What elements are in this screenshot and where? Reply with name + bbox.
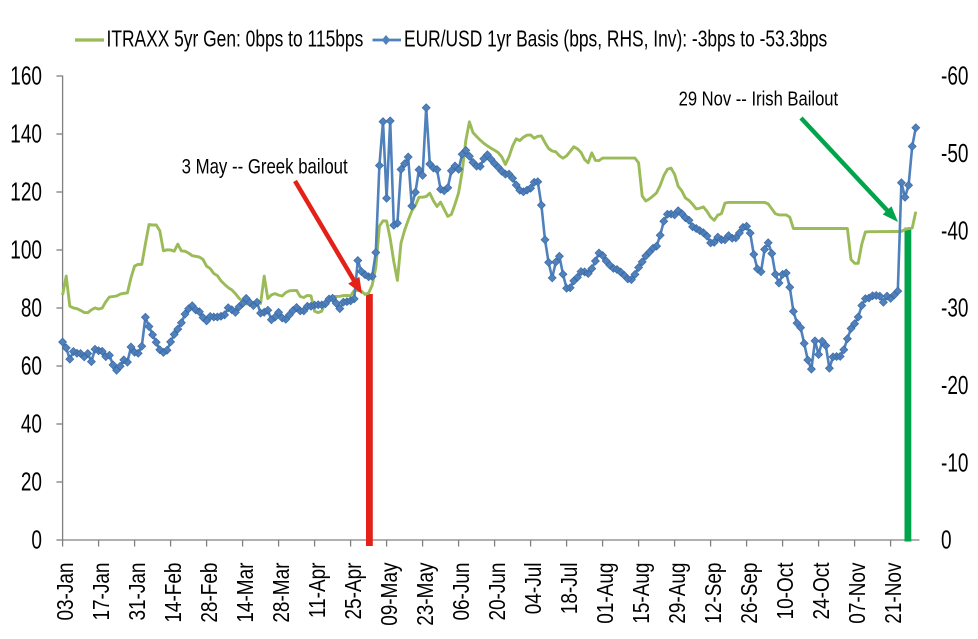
svg-text:12-Sep: 12-Sep: [701, 563, 726, 624]
svg-text:03-Jan: 03-Jan: [53, 563, 78, 621]
svg-text:20-Jun: 20-Jun: [485, 563, 510, 621]
svg-text:-10: -10: [941, 449, 968, 477]
svg-text:21-Nov: 21-Nov: [881, 562, 906, 624]
svg-text:ITRAXX 5yr Gen: 0bps to 115bps: ITRAXX 5yr Gen: 0bps to 115bps: [107, 26, 364, 52]
svg-text:120: 120: [10, 178, 42, 206]
svg-text:160: 160: [10, 62, 42, 90]
svg-text:-40: -40: [941, 217, 968, 245]
svg-text:140: 140: [10, 120, 42, 148]
svg-text:06-Jun: 06-Jun: [449, 563, 474, 621]
svg-text:28-Feb: 28-Feb: [197, 563, 222, 623]
svg-text:0: 0: [941, 526, 952, 554]
svg-text:20: 20: [21, 468, 42, 496]
svg-text:24-Oct: 24-Oct: [809, 562, 834, 619]
svg-text:04-Jul: 04-Jul: [521, 563, 546, 615]
svg-text:80: 80: [21, 294, 42, 322]
svg-text:100: 100: [10, 236, 42, 264]
svg-text:EUR/USD 1yr Basis (bps, RHS, I: EUR/USD 1yr Basis (bps, RHS, Inv): -3bps…: [404, 26, 827, 52]
svg-text:14-Mar: 14-Mar: [233, 562, 258, 622]
svg-text:23-May: 23-May: [413, 562, 438, 626]
svg-text:40: 40: [21, 410, 42, 438]
svg-text:60: 60: [21, 352, 42, 380]
svg-text:11-Apr: 11-Apr: [305, 562, 330, 618]
svg-text:07-Nov: 07-Nov: [845, 562, 870, 624]
svg-text:29 Nov -- Irish Bailout: 29 Nov -- Irish Bailout: [679, 87, 839, 110]
svg-text:18-Jul: 18-Jul: [557, 563, 582, 615]
svg-text:-20: -20: [941, 371, 968, 399]
svg-text:0: 0: [31, 526, 42, 554]
svg-text:-50: -50: [941, 139, 968, 167]
svg-text:17-Jan: 17-Jan: [89, 563, 114, 621]
svg-text:3 May -- Greek bailout: 3 May -- Greek bailout: [182, 156, 349, 179]
svg-text:-60: -60: [941, 62, 968, 90]
svg-text:10-Oct: 10-Oct: [773, 562, 798, 619]
svg-text:14-Feb: 14-Feb: [161, 563, 186, 623]
svg-text:-30: -30: [941, 294, 968, 322]
svg-text:26-Sep: 26-Sep: [737, 563, 762, 624]
svg-text:29-Aug: 29-Aug: [665, 563, 690, 624]
svg-text:25-Apr: 25-Apr: [341, 562, 366, 619]
svg-text:09-May: 09-May: [377, 562, 402, 626]
svg-text:28-Mar: 28-Mar: [269, 562, 294, 622]
svg-text:01-Aug: 01-Aug: [593, 563, 618, 624]
svg-text:31-Jan: 31-Jan: [125, 563, 150, 621]
svg-text:15-Aug: 15-Aug: [629, 563, 654, 624]
